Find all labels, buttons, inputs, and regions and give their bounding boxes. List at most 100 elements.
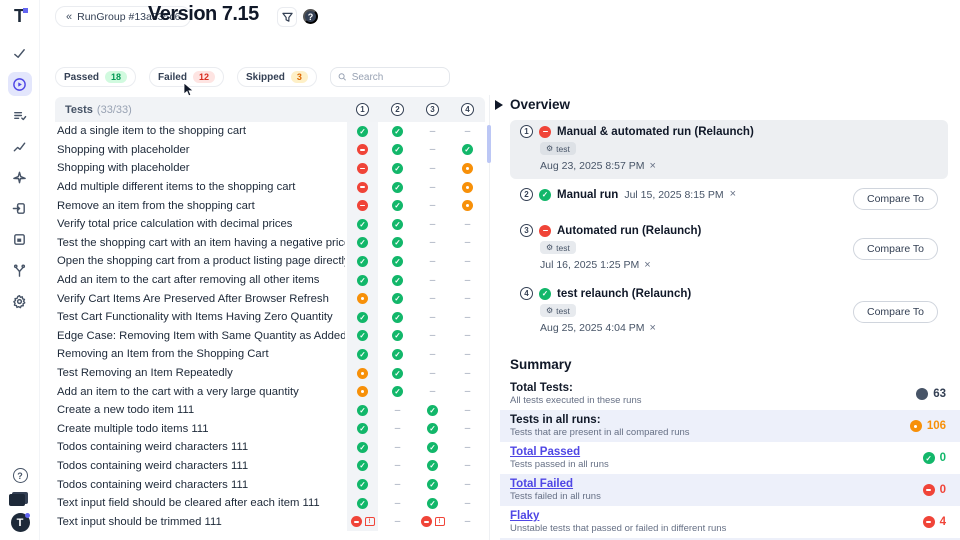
sidebar-item-branch[interactable]: [8, 258, 32, 282]
run-number-icon: 4: [520, 287, 533, 300]
table-row[interactable]: Text input field should be cleared after…: [55, 494, 485, 513]
summary-row-text: Total Passed Tests passed in all runs: [510, 446, 609, 470]
table-row[interactable]: Test Removing an Item Repeatedly – –: [55, 364, 485, 383]
status-skipped-icon: [357, 367, 368, 379]
table-row[interactable]: Todos containing weird characters 111 – –: [55, 438, 485, 457]
sidebar-item-analytics-pulse[interactable]: [8, 134, 32, 158]
test-name: Remove an item from the shopping cart: [57, 199, 255, 212]
run-item-3[interactable]: 3 Automated run (Relaunch) ⚙ test Jul 16, 20…: [510, 219, 948, 278]
comment-alert-icon[interactable]: !: [364, 517, 375, 527]
status-cell: [380, 125, 415, 137]
app-logo[interactable]: T: [14, 7, 28, 25]
status-cell: [345, 200, 380, 212]
page-help-button[interactable]: ?: [303, 9, 318, 24]
table-row[interactable]: Add an item to the cart after removing a…: [55, 271, 485, 290]
run-status-failed-icon: [539, 125, 551, 138]
summary-title-link[interactable]: Total Failed: [510, 478, 574, 490]
rungroup-back-button[interactable]: « RunGroup #13a335c6: [55, 6, 192, 27]
summary-row: Total Failed Tests failed in all runs 0: [500, 474, 960, 506]
status-cell: –: [380, 516, 415, 527]
not-run-dash: –: [429, 162, 436, 174]
table-row[interactable]: Open the shopping cart from a product li…: [55, 252, 485, 271]
run-item-1[interactable]: 1 Manual & automated run (Relaunch) ⚙ test A…: [510, 120, 948, 179]
not-run-dash: –: [464, 460, 471, 472]
filter-chip-skipped[interactable]: Skipped 3: [236, 67, 317, 87]
table-row[interactable]: Remove an item from the shopping cart –: [55, 196, 485, 215]
sidebar-item-run-play[interactable]: [7, 72, 32, 96]
status-cell: –: [415, 256, 450, 267]
filter-funnel-button[interactable]: [277, 7, 297, 27]
comment-alert-icon[interactable]: !: [434, 517, 445, 527]
test-name: Test Removing an Item Repeatedly: [57, 367, 233, 380]
summary-title-link[interactable]: Total Passed: [510, 446, 581, 458]
run-item-2[interactable]: 2 Manual run Jul 15, 2025 8:15 PM × Compare …: [510, 183, 948, 215]
table-row[interactable]: Add an item to the cart with a very larg…: [55, 382, 485, 401]
status-cell: [380, 144, 415, 156]
run-number-icon: 1: [520, 125, 533, 138]
user-avatar[interactable]: T: [10, 513, 30, 532]
table-row[interactable]: Add a single item to the shopping cart – –: [55, 122, 485, 141]
run-number-icon: 1: [356, 103, 369, 116]
table-row[interactable]: Todos containing weird characters 111 – –: [55, 457, 485, 476]
help-icon[interactable]: ?: [12, 468, 28, 483]
table-row[interactable]: Shopping with placeholder –: [55, 141, 485, 160]
compare-to-button[interactable]: Compare To: [852, 237, 938, 260]
sidebar-item-settings-gear[interactable]: [8, 289, 32, 313]
table-row[interactable]: Text input should be trimmed 111! –! –: [55, 512, 485, 531]
not-run-dash: –: [464, 218, 471, 230]
table-row[interactable]: Create a new todo item 111 – –: [55, 401, 485, 420]
filter-chip-failed[interactable]: Failed 12: [149, 67, 224, 87]
summary-count: 0: [939, 452, 946, 464]
sidebar-item-report-image[interactable]: [8, 227, 32, 251]
status-passed-icon: [357, 218, 368, 230]
compare-to-button[interactable]: Compare To: [852, 188, 938, 210]
remove-run-icon[interactable]: ×: [649, 321, 656, 334]
status-passed-icon: [357, 255, 368, 267]
search-box[interactable]: [330, 67, 450, 87]
status-cell: [380, 200, 415, 212]
remove-run-icon[interactable]: ×: [649, 159, 656, 172]
status-cell: !: [345, 516, 380, 528]
status-cell: [415, 479, 450, 491]
table-row[interactable]: Create multiple todo items 111 – –: [55, 420, 485, 439]
funnel-icon: [281, 12, 293, 22]
remove-run-icon[interactable]: ×: [644, 258, 651, 271]
table-row[interactable]: Shopping with placeholder –: [55, 159, 485, 178]
table-row[interactable]: Verify Cart Items Are Preserved After Br…: [55, 289, 485, 308]
test-name: Shopping with placeholder: [57, 162, 190, 175]
summary-count: 106: [926, 420, 946, 432]
compare-to-button[interactable]: Compare To: [852, 300, 938, 323]
status-cell: [450, 162, 485, 174]
sidebar-item-check[interactable]: [8, 41, 32, 65]
filter-chip-passed[interactable]: Passed 18: [55, 67, 137, 87]
sidebar-item-import-box[interactable]: [8, 196, 32, 220]
table-row[interactable]: Add multiple different items to the shop…: [55, 178, 485, 197]
panel-divider: [489, 95, 490, 540]
sidebar-item-list-check[interactable]: [8, 103, 32, 127]
status-cell: [380, 330, 415, 342]
table-row[interactable]: Todos containing weird characters 111 – –: [55, 475, 485, 494]
test-name: Verify total price calculation with deci…: [57, 218, 293, 231]
summary-title-link[interactable]: Flaky: [510, 510, 540, 522]
sidebar-item-pilot-plane[interactable]: [8, 165, 32, 189]
test-name: Todos containing weird characters 111: [57, 459, 249, 472]
summary-row: Flaky Unstable tests that passed or faile…: [500, 506, 960, 538]
overview-heading: Overview: [510, 97, 571, 112]
status-passed-icon: [357, 404, 368, 416]
table-row[interactable]: Edge Case: Removing Item with Same Quant…: [55, 327, 485, 346]
table-row[interactable]: Test the shopping cart with an item havi…: [55, 234, 485, 253]
status-cell: –: [415, 219, 450, 230]
table-row[interactable]: Removing an Item from the Shopping Cart –…: [55, 345, 485, 364]
docs-icon[interactable]: [9, 492, 28, 506]
remove-run-icon[interactable]: ×: [729, 188, 737, 200]
status-passed-icon: [357, 460, 368, 472]
overview-collapse-icon[interactable]: [495, 100, 503, 110]
status-cell: [345, 237, 380, 249]
status-cell: –: [450, 442, 485, 453]
table-row[interactable]: Test Cart Functionality with Items Havin…: [55, 308, 485, 327]
panel-drag-handle[interactable]: [487, 125, 491, 163]
table-row[interactable]: Verify total price calculation with deci…: [55, 215, 485, 234]
status-cell: [380, 274, 415, 286]
search-input[interactable]: [351, 71, 442, 83]
